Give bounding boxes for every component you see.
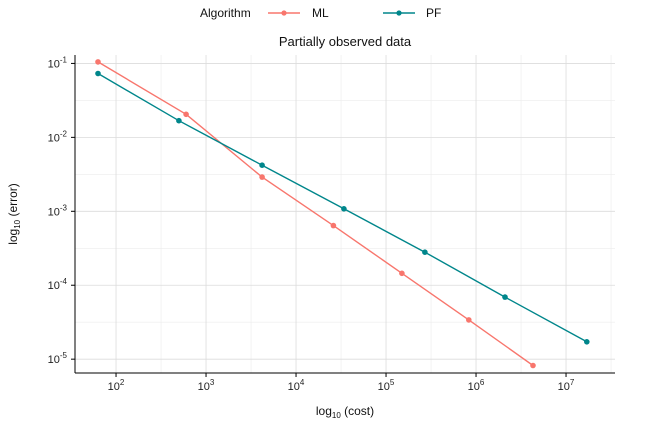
data-point-pf [341,206,347,212]
y-tick-label-exp: -4 [60,277,68,286]
y-tick-label-base: 10 [48,354,60,366]
x-axis-label: log10 (cost) [316,404,374,420]
y-tick-label-exp: -1 [60,55,68,64]
x-tick-label-base: 10 [558,381,570,393]
x-tick-label: 104 [288,378,305,393]
y-tick-label: 10-1 [48,55,68,70]
y-tick-label-exp: -2 [60,129,68,138]
legend: Algorithm ML PF [200,6,441,20]
y-axis-label: log10 (error) [6,183,22,245]
x-tick-label-base: 10 [108,381,120,393]
y-tick-label-base: 10 [48,206,60,218]
data-point-pf [95,70,101,77]
legend-entry-ml: ML [268,6,329,20]
legend-key-point-ml [281,10,287,16]
x-tick-label-exp: 2 [120,378,125,387]
legend-key-point-pf [396,10,402,16]
y-tick-label-base: 10 [48,280,60,292]
axes [74,55,615,374]
grid [75,55,615,373]
y-axis-label-prefix: log [6,229,20,245]
y-tick-label-base: 10 [48,132,60,144]
x-tick-label-exp: 5 [390,378,395,387]
x-tick-label-base: 10 [288,381,300,393]
y-tick-label-exp: -3 [60,203,68,212]
x-tick-label-exp: 6 [480,378,485,387]
series-layer [95,59,590,369]
x-tick-label: 107 [558,378,575,393]
y-ticks: 10-110-210-310-410-5 [48,55,75,366]
data-point-ml [95,59,101,65]
x-axis-label-suffix: (cost) [341,404,374,418]
x-tick-label-exp: 7 [570,378,575,387]
data-point-ml [399,270,405,277]
legend-label-pf: PF [426,6,441,20]
data-point-ml [183,111,189,118]
y-axis-label-suffix: (error) [6,183,20,220]
x-tick-label-base: 10 [198,381,210,393]
legend-label-ml: ML [312,6,329,20]
y-tick-label: 10-4 [48,277,68,292]
x-tick-label: 102 [108,378,125,393]
x-axis-label-prefix: log [316,404,332,418]
y-tick-label-base: 10 [48,58,60,70]
x-tick-label-base: 10 [468,381,480,393]
x-tick-label-base: 10 [378,381,390,393]
x-axis-label-sub: 10 [332,411,341,420]
data-point-ml [466,317,472,323]
x-ticks: 102 103 104 105 106 107 [108,373,575,393]
chart-title: Partially observed data [279,34,412,49]
data-point-pf [176,117,182,124]
data-point-ml [330,222,337,229]
data-point-pf [259,162,265,168]
y-tick-label: 10-3 [48,203,68,218]
data-point-pf [584,339,590,345]
data-point-pf [502,294,508,300]
x-tick-label: 106 [468,378,485,393]
data-point-pf [422,249,428,255]
x-tick-label: 103 [198,378,215,393]
y-tick-label: 10-5 [48,351,68,366]
legend-title: Algorithm [200,6,251,20]
y-axis-label-sub: 10 [13,219,22,228]
x-tick-label: 105 [378,378,395,393]
legend-entry-pf: PF [383,6,441,20]
y-tick-label-exp: -5 [60,351,68,360]
data-point-ml [530,362,536,369]
data-point-ml [259,174,265,180]
x-tick-label-exp: 3 [210,378,215,387]
x-tick-label-exp: 4 [300,378,305,387]
y-tick-label: 10-2 [48,129,68,144]
